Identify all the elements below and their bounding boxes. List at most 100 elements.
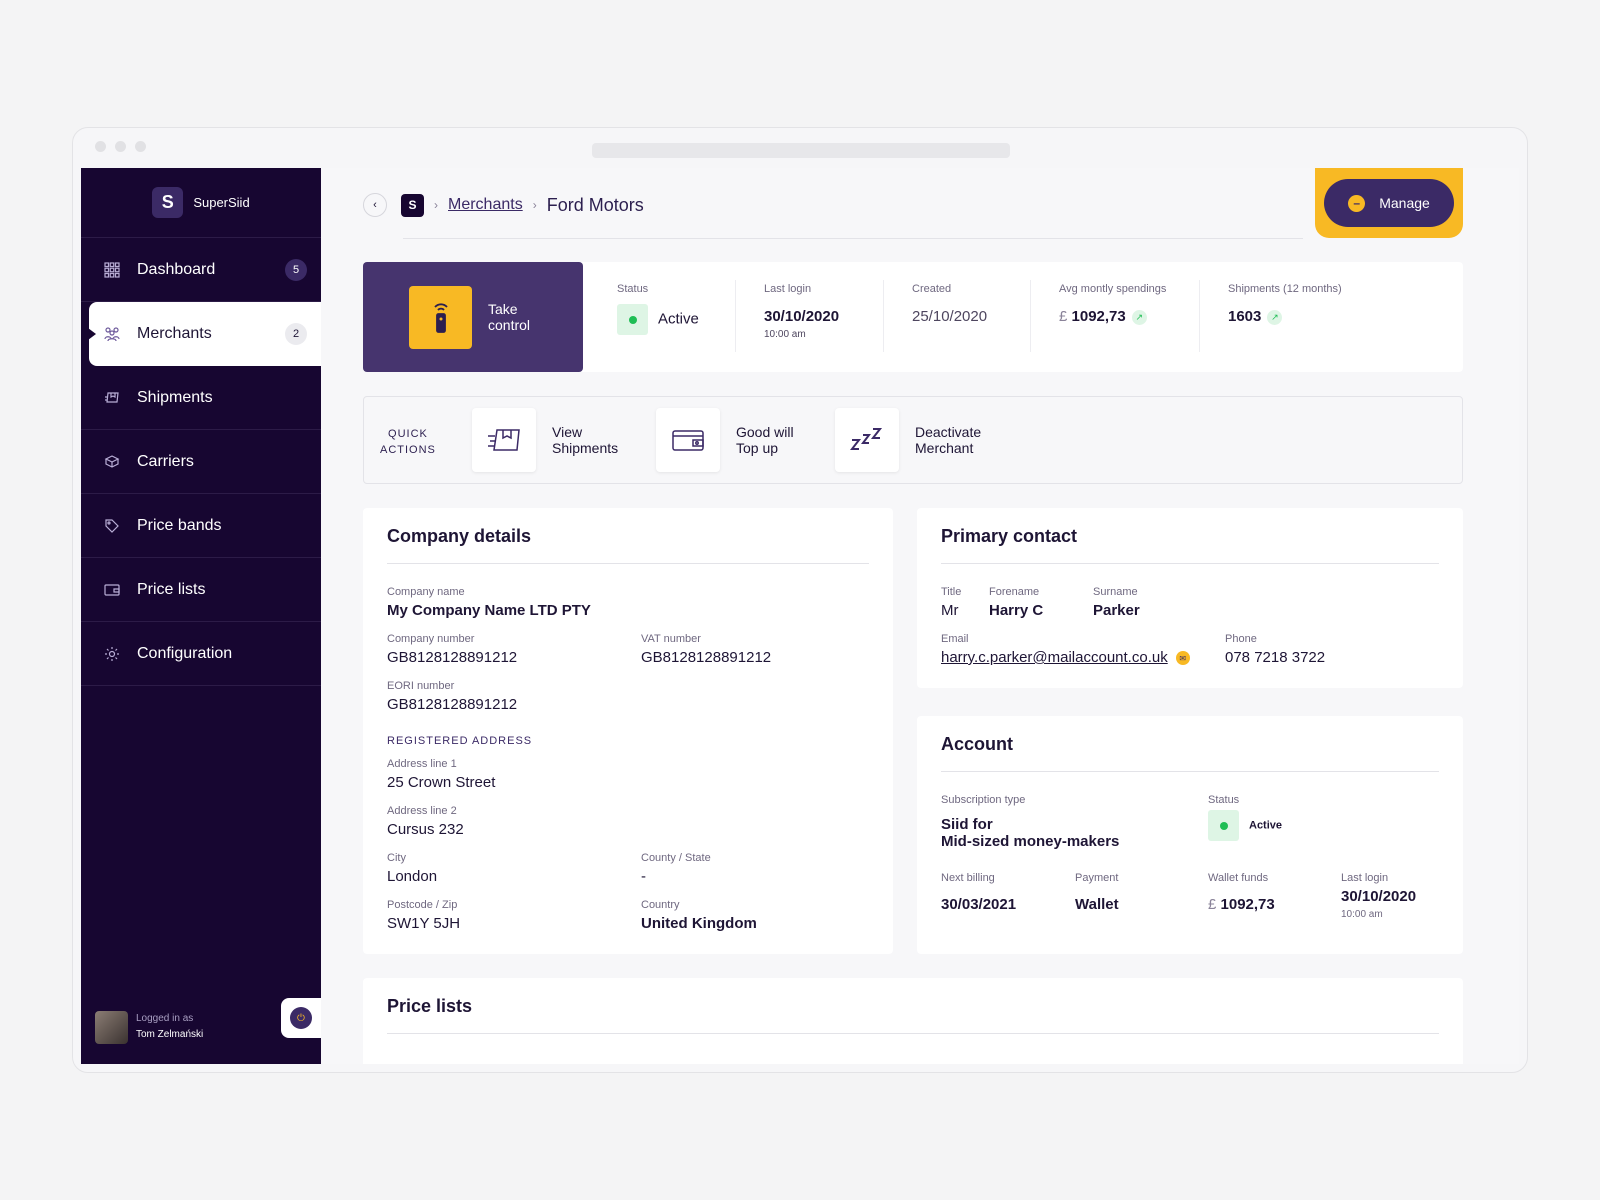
stat-avg-spendings: Avg montly spendings £ 1092,73 ↗ [1059, 283, 1166, 325]
chevron-right-icon: › [532, 198, 537, 212]
breadcrumb: ‹ S › Merchants › Ford Motors [363, 192, 644, 218]
app: S SuperSiid Dashboard 5 Merchants 2 [81, 168, 1519, 1064]
divider [941, 563, 1439, 564]
count-badge: 5 [285, 258, 307, 281]
sidebar-item-configuration[interactable]: Configuration [81, 622, 321, 686]
last-login-date: 30/10/2020 [764, 308, 840, 325]
logout-button[interactable]: ⏻ [281, 998, 321, 1038]
status-indicator [617, 304, 648, 335]
sidebar-item-label: Dashboard [137, 260, 216, 278]
card-title: Primary contact [941, 526, 1078, 546]
header-divider [403, 238, 1303, 239]
sidebar-item-merchants[interactable]: Merchants 2 [88, 302, 321, 366]
currency-symbol: £ [1208, 896, 1217, 913]
window-minimize-dot[interactable] [115, 141, 126, 152]
sidebar: S SuperSiid Dashboard 5 Merchants 2 [81, 168, 321, 1064]
shipment-icon [472, 408, 536, 472]
divider [735, 280, 736, 352]
user-name: Tom Zelmański [136, 1029, 204, 1040]
brand-mini-logo[interactable]: S [401, 193, 424, 217]
window-close-dot[interactable] [95, 141, 106, 152]
count-badge: 2 [285, 323, 307, 345]
stat-label: Avg montly spendings [1059, 283, 1167, 295]
window-maximize-dot[interactable] [135, 141, 146, 152]
status-value: Active [658, 310, 699, 328]
field-vat-number: VAT number GB8128128891212 [641, 633, 772, 666]
stat-shipments: Shipments (12 months) 1603 ↗ [1228, 283, 1342, 325]
people-icon [103, 325, 121, 343]
action-label: View [552, 424, 583, 440]
primary-contact-card: Primary contact Title Mr Forename Harry … [917, 508, 1463, 688]
grid-icon [103, 261, 121, 279]
mail-icon[interactable]: ✉ [1175, 651, 1190, 666]
field-postcode: Postcode / Zip SW1Y 5JH [387, 899, 461, 932]
avatar[interactable] [95, 1010, 128, 1044]
minus-circle-icon: – [1348, 194, 1366, 212]
sidebar-item-label: Price bands [137, 516, 222, 534]
sidebar-item-shipments[interactable]: Shipments [81, 366, 321, 430]
price-lists-card: Price lists [363, 978, 1463, 1064]
quick-actions-title: QUICK ACTIONS [380, 428, 436, 456]
status-value: Active [1249, 819, 1283, 832]
field-surname: Surname Parker [1093, 586, 1140, 619]
sidebar-item-label: Price lists [137, 580, 206, 598]
wallet-icon [103, 581, 121, 599]
browser-window: S SuperSiid Dashboard 5 Merchants 2 [72, 127, 1528, 1073]
brand-logo: S [152, 187, 184, 218]
breadcrumb-merchants-link[interactable]: Merchants [448, 196, 523, 213]
sidebar-item-dashboard[interactable]: Dashboard 5 [81, 238, 321, 302]
remote-control-icon [409, 285, 472, 349]
view-shipments-action[interactable]: View Shipments [472, 408, 632, 472]
sidebar-item-carriers[interactable]: Carriers [81, 430, 321, 494]
stat-label: Shipments (12 months) [1228, 283, 1342, 295]
main-content: ‹ S › Merchants › Ford Motors – Manage [363, 168, 1519, 1064]
card-title: Price lists [387, 996, 473, 1016]
page-title: Ford Motors [546, 194, 644, 215]
stat-status: Status Active [617, 283, 699, 335]
sidebar-item-price-lists[interactable]: Price lists [81, 558, 321, 622]
stat-label: Created [912, 283, 952, 295]
avg-value: 1092,73 [1071, 308, 1126, 325]
field-account-status: Status Active [1208, 794, 1282, 841]
manage-label: Manage [1379, 195, 1430, 211]
created-value: 25/10/2020 [912, 308, 988, 325]
field-country: Country United Kingdom [641, 899, 757, 932]
action-label: Merchant [915, 440, 974, 456]
stat-created: Created 25/10/2020 [912, 283, 987, 325]
sidebar-item-price-bands[interactable]: Price bands [81, 494, 321, 558]
divider [1030, 280, 1031, 352]
manage-button[interactable]: – Manage [1324, 179, 1454, 227]
back-button[interactable]: ‹ [363, 193, 387, 217]
email-link[interactable]: harry.c.parker@mailaccount.co.uk [941, 649, 1168, 666]
shipments-value: 1603 [1228, 308, 1262, 325]
manage-tab: – Manage [1315, 168, 1463, 238]
stat-label: Last login [764, 283, 812, 295]
take-control-button[interactable]: Take control [363, 262, 583, 372]
divider [883, 280, 884, 352]
browser-chrome [73, 128, 1527, 164]
card-title: Account [941, 734, 1013, 754]
good-will-top-up-action[interactable]: Good will Top up [656, 408, 816, 472]
gear-icon [103, 645, 121, 663]
field-county: County / State - [641, 852, 711, 885]
address-bar[interactable] [592, 143, 1010, 158]
company-details-card: Company details Company name My Company … [363, 508, 893, 954]
sleep-icon [835, 408, 899, 472]
field-city: City London [387, 852, 438, 885]
summary-stats: Take control Status Active Last login 30… [363, 262, 1463, 372]
account-card: Account Subscription type Siid for Mid-s… [917, 716, 1463, 954]
action-label: Top up [736, 440, 779, 456]
chevron-left-icon: ‹ [373, 199, 377, 211]
action-label: Shipments [552, 440, 619, 456]
deactivate-merchant-action[interactable]: Deactivate Merchant [835, 408, 1005, 472]
divider [941, 771, 1439, 772]
sidebar-item-label: Carriers [137, 452, 194, 470]
brand[interactable]: S SuperSiid [81, 168, 321, 238]
field-eori-number: EORI number GB8128128891212 [387, 680, 518, 713]
chevron-right-icon: › [434, 198, 438, 212]
tag-icon [103, 517, 121, 535]
user-caption: Logged in as [136, 1013, 194, 1024]
stat-last-login: Last login 30/10/2020 10:00 am [764, 283, 839, 340]
user-panel: Logged in as Tom Zelmański ⏻ [81, 990, 321, 1064]
shipment-icon [103, 389, 121, 407]
